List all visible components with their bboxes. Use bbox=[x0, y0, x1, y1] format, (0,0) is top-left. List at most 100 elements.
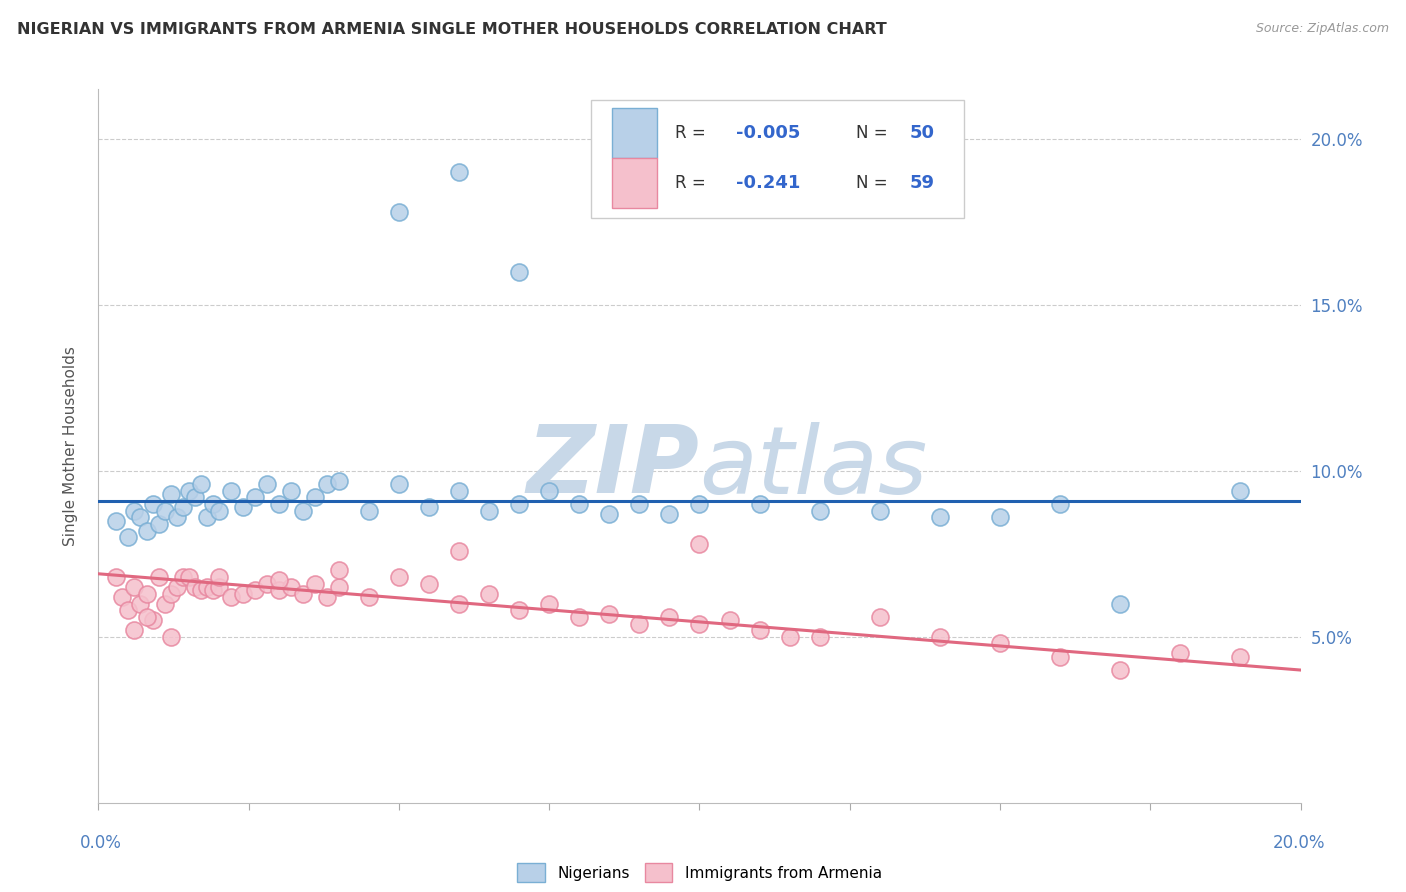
Point bbox=[141, 497, 163, 511]
Point bbox=[568, 497, 591, 511]
Point bbox=[267, 497, 290, 511]
Point bbox=[208, 504, 231, 518]
Point bbox=[124, 580, 146, 594]
Point bbox=[159, 487, 181, 501]
Point bbox=[628, 616, 651, 631]
Point bbox=[304, 576, 326, 591]
Point bbox=[124, 504, 146, 518]
Point bbox=[689, 497, 711, 511]
Point bbox=[256, 576, 278, 591]
Legend: Nigerians, Immigrants from Armenia: Nigerians, Immigrants from Armenia bbox=[512, 857, 887, 888]
Point bbox=[208, 570, 231, 584]
Point bbox=[869, 504, 891, 518]
Point bbox=[418, 500, 440, 515]
Point bbox=[177, 570, 200, 584]
Point bbox=[177, 483, 200, 498]
Point bbox=[195, 580, 218, 594]
Point bbox=[117, 530, 139, 544]
Point bbox=[243, 583, 266, 598]
Point bbox=[195, 510, 218, 524]
Text: NIGERIAN VS IMMIGRANTS FROM ARMENIA SINGLE MOTHER HOUSEHOLDS CORRELATION CHART: NIGERIAN VS IMMIGRANTS FROM ARMENIA SING… bbox=[17, 22, 887, 37]
Text: R =: R = bbox=[675, 175, 711, 193]
Point bbox=[159, 630, 181, 644]
Text: 0.0%: 0.0% bbox=[80, 834, 122, 852]
Point bbox=[388, 477, 411, 491]
Point bbox=[1170, 647, 1192, 661]
Point bbox=[328, 474, 350, 488]
Point bbox=[148, 570, 170, 584]
Point bbox=[988, 636, 1011, 650]
Point bbox=[291, 587, 314, 601]
Point bbox=[447, 483, 470, 498]
Point bbox=[869, 610, 891, 624]
Text: atlas: atlas bbox=[700, 422, 928, 513]
Point bbox=[689, 537, 711, 551]
Point bbox=[929, 630, 952, 644]
Text: Source: ZipAtlas.com: Source: ZipAtlas.com bbox=[1256, 22, 1389, 36]
Point bbox=[280, 580, 302, 594]
Point bbox=[304, 491, 326, 505]
Point bbox=[280, 483, 302, 498]
Point bbox=[508, 497, 530, 511]
Text: N =: N = bbox=[856, 175, 893, 193]
Text: -0.005: -0.005 bbox=[735, 125, 800, 143]
Point bbox=[447, 543, 470, 558]
Point bbox=[658, 610, 681, 624]
Point bbox=[267, 583, 290, 598]
Text: 20.0%: 20.0% bbox=[1272, 834, 1326, 852]
Point bbox=[124, 624, 146, 638]
Point bbox=[447, 597, 470, 611]
Point bbox=[148, 516, 170, 531]
Point bbox=[1229, 649, 1251, 664]
Point bbox=[153, 597, 176, 611]
Point bbox=[1229, 483, 1251, 498]
Point bbox=[929, 510, 952, 524]
Point bbox=[208, 580, 231, 594]
Point bbox=[201, 583, 224, 598]
Point bbox=[135, 524, 157, 538]
Text: R =: R = bbox=[675, 125, 711, 143]
Point bbox=[166, 510, 188, 524]
Point bbox=[328, 580, 350, 594]
Point bbox=[267, 574, 290, 588]
Point bbox=[183, 580, 205, 594]
Point bbox=[718, 613, 741, 627]
Point bbox=[478, 504, 501, 518]
Point bbox=[219, 483, 242, 498]
Point bbox=[315, 477, 337, 491]
Point bbox=[243, 491, 266, 505]
Point bbox=[748, 624, 770, 638]
Point bbox=[508, 603, 530, 617]
FancyBboxPatch shape bbox=[612, 159, 658, 209]
Point bbox=[357, 504, 380, 518]
Point bbox=[808, 630, 831, 644]
Point bbox=[153, 504, 176, 518]
Point bbox=[328, 564, 350, 578]
Point bbox=[658, 507, 681, 521]
Point bbox=[232, 500, 254, 515]
Point bbox=[129, 510, 152, 524]
Point bbox=[166, 580, 188, 594]
Text: -0.241: -0.241 bbox=[735, 175, 800, 193]
Point bbox=[1049, 497, 1071, 511]
Point bbox=[129, 597, 152, 611]
Point bbox=[190, 477, 212, 491]
Point bbox=[447, 165, 470, 179]
Point bbox=[1109, 597, 1132, 611]
Point bbox=[172, 500, 194, 515]
Point bbox=[508, 265, 530, 279]
Point bbox=[232, 587, 254, 601]
Point bbox=[105, 570, 128, 584]
Text: N =: N = bbox=[856, 125, 893, 143]
Point bbox=[988, 510, 1011, 524]
Point bbox=[141, 613, 163, 627]
Point bbox=[689, 616, 711, 631]
Point bbox=[568, 610, 591, 624]
Point bbox=[748, 497, 770, 511]
Point bbox=[135, 610, 157, 624]
Point bbox=[808, 504, 831, 518]
Point bbox=[478, 587, 501, 601]
FancyBboxPatch shape bbox=[592, 100, 965, 218]
Point bbox=[159, 587, 181, 601]
Point bbox=[538, 597, 561, 611]
